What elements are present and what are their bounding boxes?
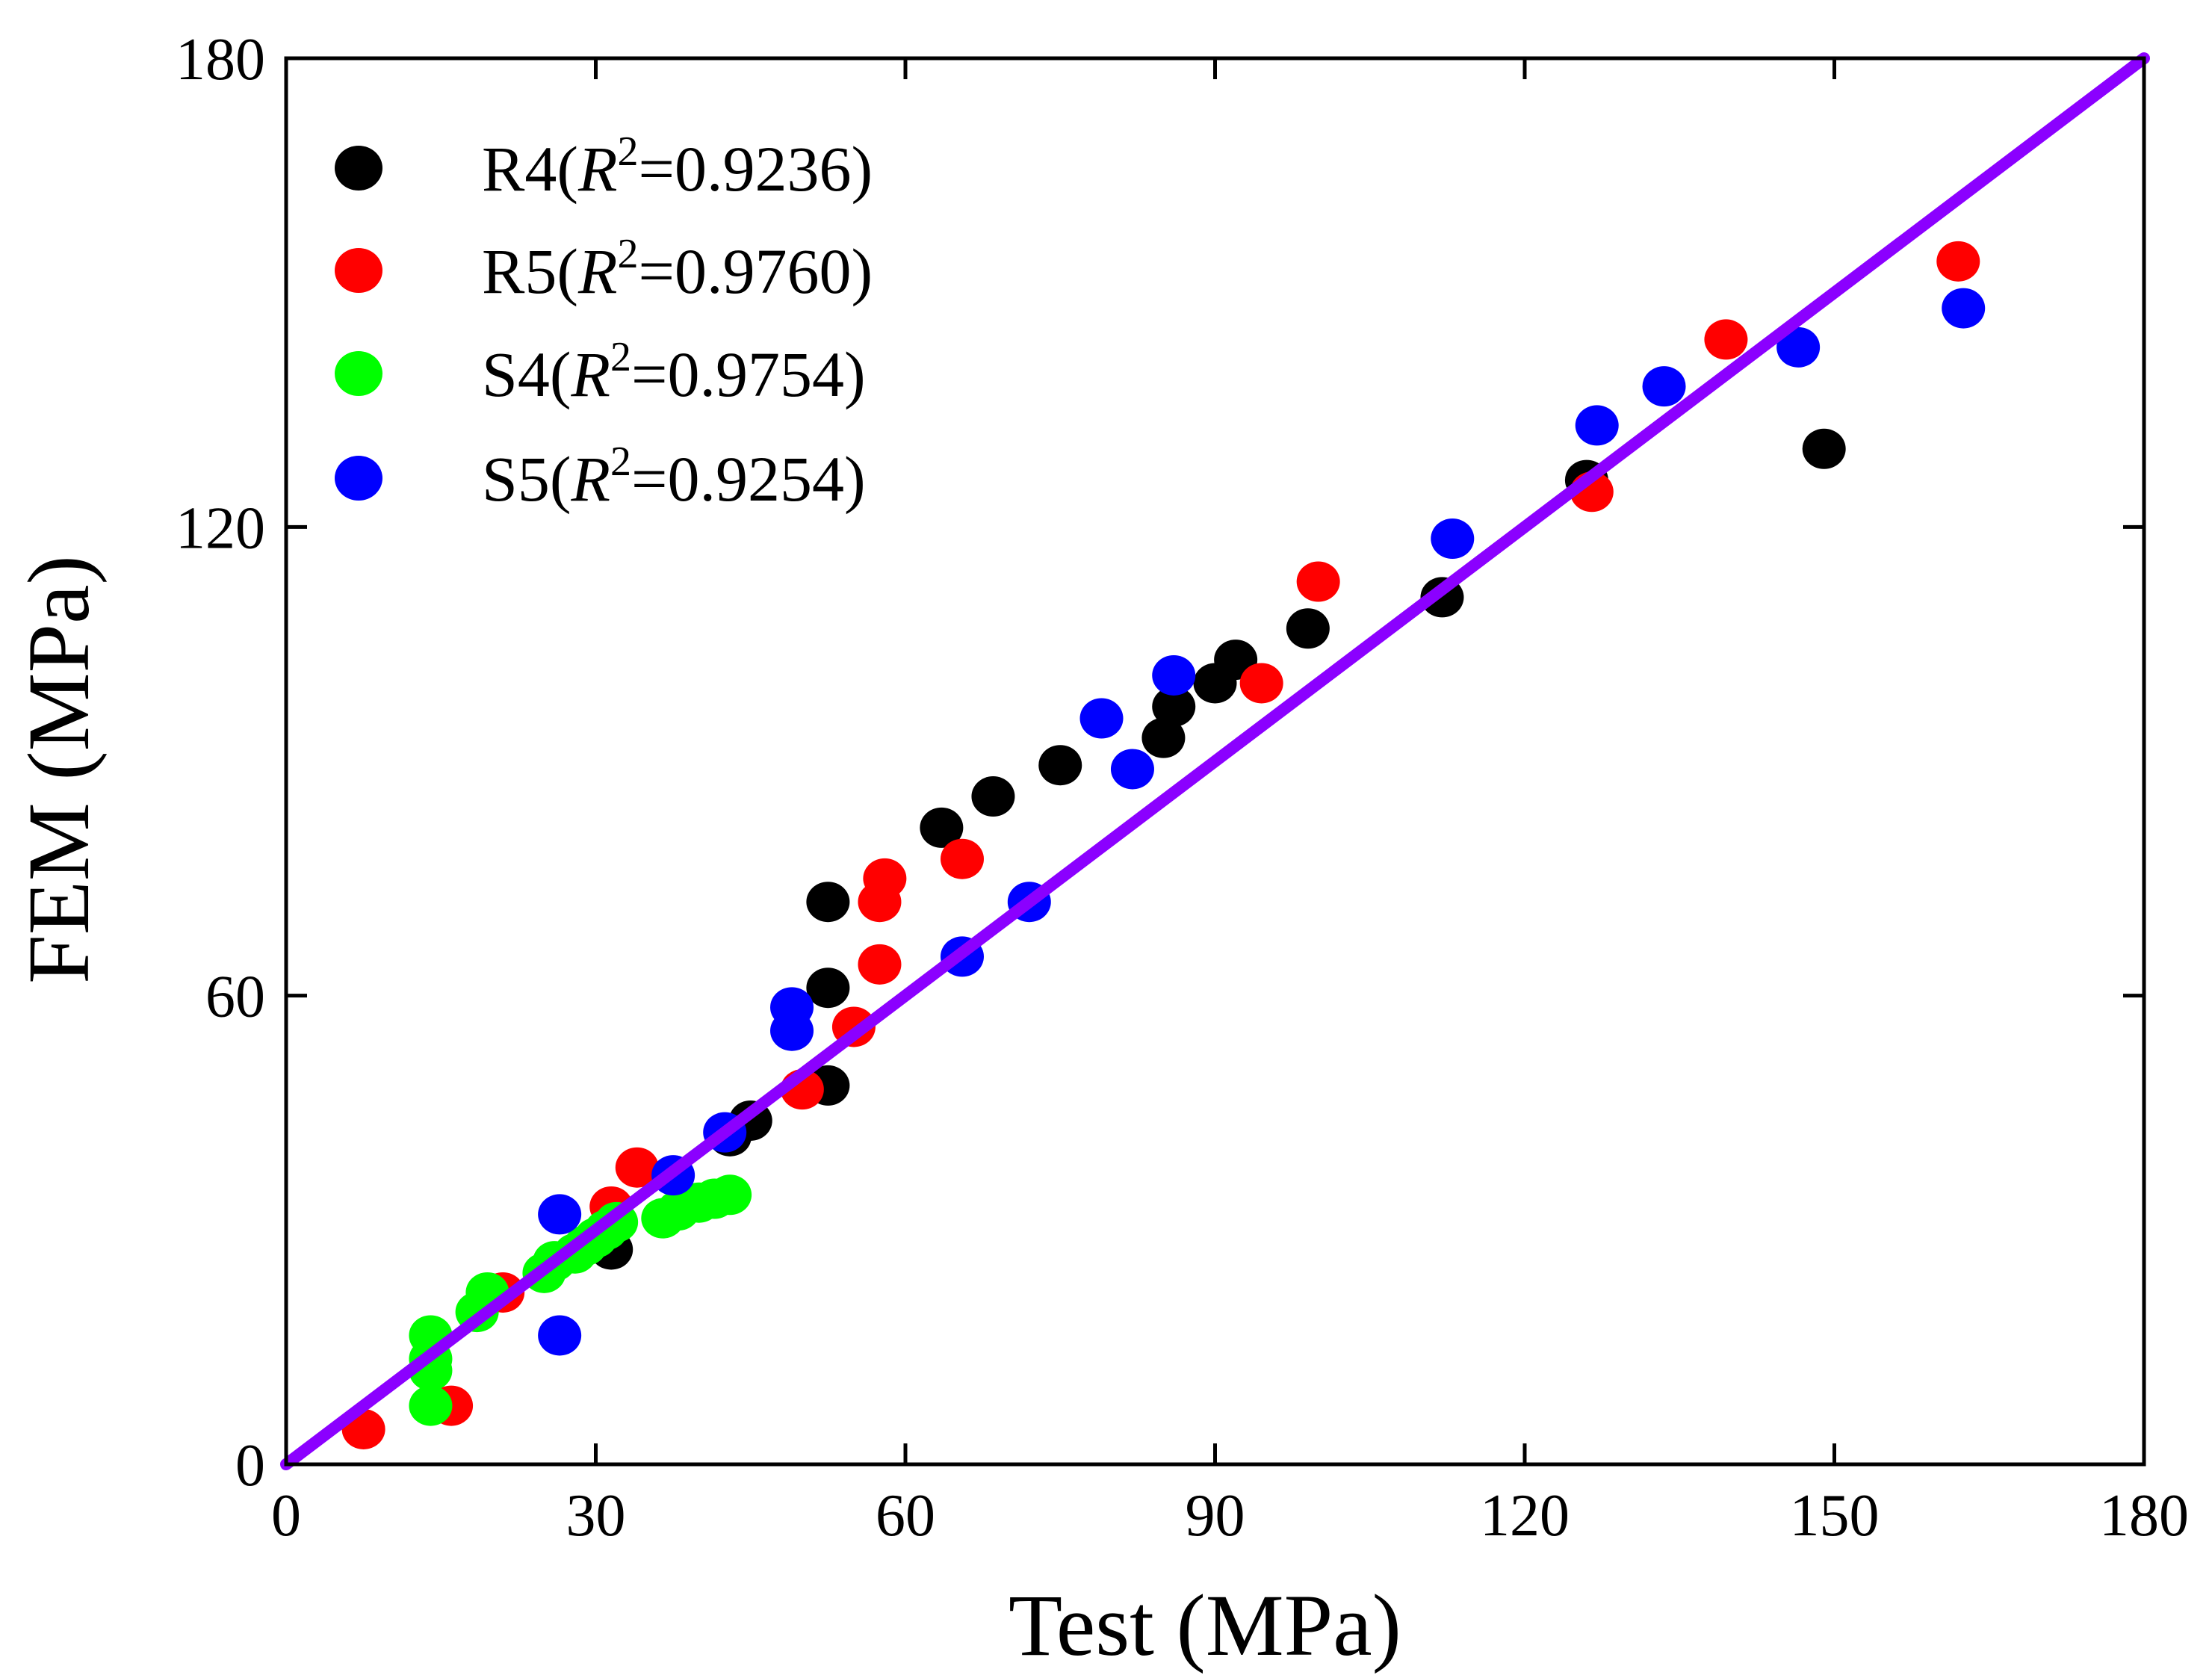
x-axis-title: Test (MPa) — [1009, 1576, 1401, 1674]
data-point-s5 — [1942, 288, 1986, 329]
data-point-r4 — [806, 968, 850, 1009]
data-point-s5 — [1431, 518, 1475, 560]
data-point-s5 — [538, 1315, 582, 1356]
x-tick-label: 180 — [2099, 1483, 2189, 1549]
data-point-s5 — [1776, 326, 1821, 368]
data-point-s4 — [409, 1385, 453, 1426]
data-point-r4 — [1038, 745, 1082, 786]
legend-label-r: R — [577, 235, 618, 307]
legend-item-s5: S5(R2=0.9254) — [335, 439, 866, 515]
legend-marker-s4 — [335, 351, 382, 396]
y-tick-label: 60 — [205, 965, 265, 1030]
legend-marker-r4 — [335, 146, 382, 191]
reference-line — [280, 52, 2150, 1470]
legend-label-prefix: S5( — [482, 443, 571, 515]
x-tick-label: 30 — [566, 1483, 626, 1549]
legend-label-suffix: =0.9236) — [639, 133, 873, 205]
legend-item-s4: S4(R2=0.9754) — [335, 334, 866, 410]
legend-label-r5: R5(R2=0.9760) — [482, 231, 873, 307]
x-tick-label: 60 — [876, 1483, 935, 1549]
data-point-r5 — [940, 838, 984, 879]
x-tick-label: 90 — [1186, 1483, 1245, 1549]
legend-label-superscript: 2 — [618, 231, 639, 277]
legend-marker-r5 — [335, 248, 382, 293]
legend-label-prefix: R5( — [482, 235, 578, 307]
plot-frame — [284, 56, 2146, 1467]
legend-label-r: R — [577, 133, 618, 205]
legend-label-superscript: 2 — [618, 129, 639, 175]
legend-label-suffix: =0.9760) — [639, 235, 873, 307]
y-tick-label: 0 — [235, 1433, 265, 1499]
data-point-r4 — [1802, 428, 1846, 469]
data-point-r4 — [1286, 608, 1330, 649]
data-point-r4 — [806, 882, 850, 923]
data-point-r5 — [1296, 561, 1340, 602]
x-tick-label: 150 — [1790, 1483, 1880, 1549]
legend-item-r4: R4(R2=0.9236) — [335, 129, 873, 205]
legend-label-superscript: 2 — [610, 334, 631, 380]
legend-label-prefix: S4( — [482, 338, 571, 410]
data-point-s4 — [708, 1174, 752, 1216]
data-point-r5 — [863, 858, 907, 899]
legend-label-r: R — [570, 443, 610, 515]
legend-label-r4: R4(R2=0.9236) — [482, 129, 873, 205]
legend-label-prefix: R4( — [482, 133, 578, 205]
data-point-s5 — [1575, 405, 1619, 446]
legend-label-s5: S5(R2=0.9254) — [482, 439, 866, 515]
series-r5 — [341, 241, 1980, 1449]
legend-marker-s5 — [335, 456, 382, 501]
y-axis-title: FEM (MPa) — [10, 555, 108, 984]
data-point-s5 — [538, 1194, 582, 1235]
data-point-s5 — [1079, 698, 1124, 739]
data-point-r5 — [1936, 241, 1980, 282]
data-point-r5 — [1704, 319, 1748, 360]
legend-label-r: R — [570, 338, 610, 410]
data-point-s5 — [770, 987, 814, 1028]
legend-label-superscript: 2 — [610, 439, 631, 485]
legend: R4(R2=0.9236)R5(R2=0.9760)S4(R2=0.9754)S… — [335, 129, 873, 515]
y-tick-label: 180 — [176, 27, 265, 93]
x-tick-label: 120 — [1480, 1483, 1570, 1549]
x-tick-label: 0 — [271, 1483, 301, 1549]
axis-ticks: 0 30 60 90 120 150 180 0 60 120 180 — [176, 27, 2189, 1549]
data-point-r4 — [971, 776, 1015, 817]
reference-line-layer — [280, 52, 2150, 1470]
legend-item-r5: R5(R2=0.9760) — [335, 231, 873, 307]
data-point-r4 — [920, 807, 964, 848]
y-tick-label: 120 — [176, 495, 265, 561]
legend-label-s4: S4(R2=0.9754) — [482, 334, 866, 410]
data-point-r5 — [858, 944, 902, 985]
legend-label-suffix: =0.9254) — [631, 443, 866, 515]
data-point-s5 — [1110, 749, 1154, 790]
data-point-s5 — [1642, 366, 1686, 407]
data-point-r5 — [615, 1147, 659, 1188]
data-point-r4 — [1152, 686, 1196, 727]
data-point-s5 — [1152, 654, 1196, 696]
legend-label-suffix: =0.9754) — [631, 338, 866, 410]
data-point-r5 — [1239, 663, 1283, 704]
data-point-r4 — [1141, 717, 1186, 758]
